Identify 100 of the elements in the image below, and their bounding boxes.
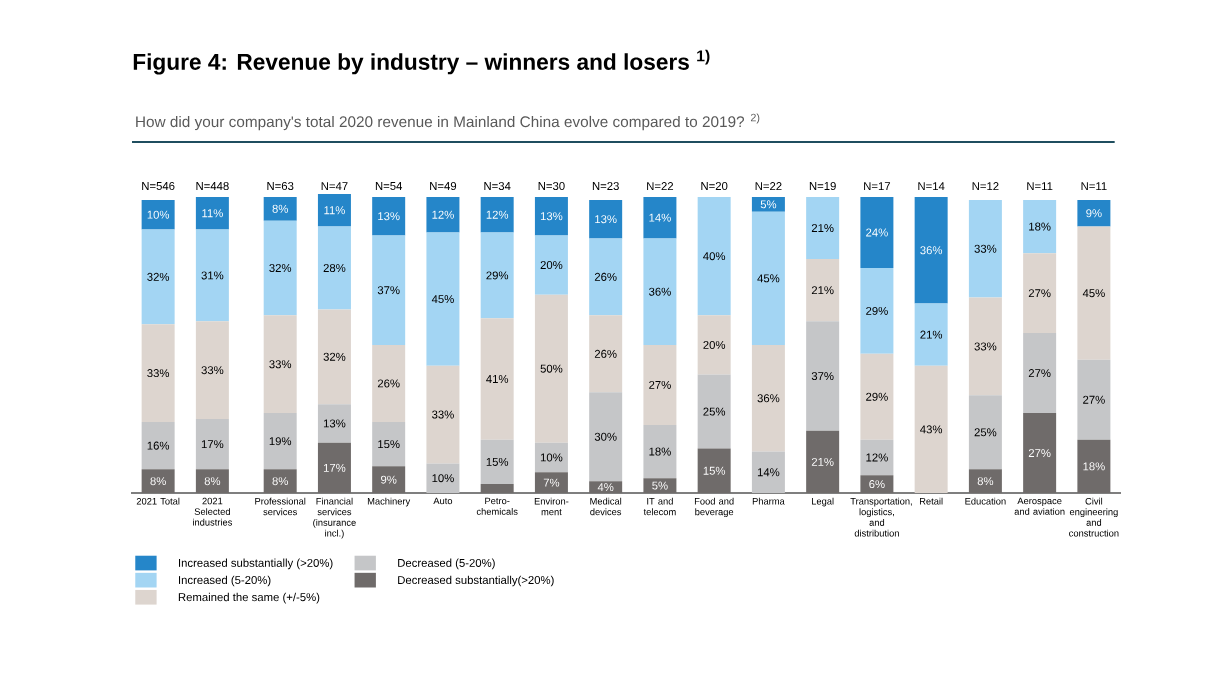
data-label: 17% [201, 440, 224, 449]
x-tick-label: Auto [433, 497, 453, 505]
x-tick-label: Legal [812, 497, 834, 507]
data-label: 33% [974, 244, 997, 253]
data-label: 29% [866, 392, 888, 401]
bar [263, 469, 297, 493]
bar [589, 481, 623, 493]
data-label: 33% [432, 410, 454, 419]
data-label: 33% [147, 369, 170, 378]
bar [1023, 333, 1057, 414]
data-label: 16% [147, 441, 170, 450]
bar [263, 413, 297, 470]
data-label: 36% [649, 287, 671, 296]
bar [317, 226, 351, 310]
bar [534, 472, 568, 493]
data-label: 27% [1028, 449, 1051, 458]
data-label: 40% [703, 252, 726, 261]
data-label: 9% [381, 475, 397, 484]
data-label: 13% [378, 212, 400, 221]
bar [534, 235, 568, 295]
data-label: 8% [204, 477, 221, 486]
data-label: 33% [269, 360, 292, 369]
x-tick-label: 2021 Total [136, 497, 180, 505]
x-tick-label: Financial services (insurance incl.) [313, 497, 356, 539]
x-tick-label: Retail [919, 497, 943, 505]
data-label: 14% [649, 213, 671, 222]
bar [480, 232, 514, 319]
data-label: 25% [703, 407, 726, 416]
bar [426, 365, 460, 464]
bar [263, 315, 297, 414]
bar [1077, 226, 1111, 360]
data-label: 32% [323, 352, 346, 361]
data-label: 21% [811, 286, 834, 295]
bar [968, 469, 1002, 493]
bar [643, 238, 677, 345]
bar [914, 196, 948, 304]
bar [426, 463, 460, 493]
x-tick-label: Medical devices [590, 497, 622, 516]
bar [968, 395, 1002, 470]
bar [914, 303, 948, 366]
data-label: 12% [432, 210, 454, 219]
data-label: 4% [597, 483, 614, 492]
data-label: 36% [920, 246, 943, 255]
annotation: N=47 [321, 182, 348, 191]
annotation: N=19 [809, 182, 836, 191]
bar [968, 199, 1002, 298]
data-label: 12% [486, 210, 509, 219]
data-label: 20% [540, 261, 563, 270]
bar [534, 196, 568, 236]
bar [263, 220, 297, 316]
data-label: 19% [269, 437, 292, 446]
data-label: 11% [324, 206, 345, 215]
bar [1077, 199, 1111, 227]
data-label: 10% [432, 474, 454, 483]
x-tick-label: Civil engineering and construction [1069, 497, 1119, 537]
bar [806, 321, 840, 431]
data-label: 14% [757, 468, 780, 477]
data-label: 8% [272, 477, 288, 486]
bar [806, 196, 840, 260]
bar [697, 374, 731, 449]
data-label: 8% [977, 477, 994, 486]
data-label: 28% [323, 263, 346, 272]
data-label: 21% [920, 330, 943, 339]
bar [806, 259, 840, 322]
bar [426, 232, 460, 366]
data-label: 33% [974, 342, 997, 351]
annotation: N=11 [1081, 182, 1107, 191]
bar [317, 193, 351, 227]
annotation: N=20 [701, 182, 728, 191]
data-label: 10% [540, 453, 563, 462]
bar [697, 196, 731, 316]
data-label: 8% [150, 477, 166, 486]
annotation: N=11 [1027, 182, 1053, 191]
bar [860, 353, 894, 440]
data-label: 7% [543, 478, 560, 487]
x-tick-label: Petro-chemicals [476, 497, 518, 515]
data-label: 12% [866, 453, 888, 462]
data-label: 8% [272, 204, 288, 213]
data-label: 43% [920, 425, 943, 434]
bar [860, 268, 894, 354]
data-label: 36% [757, 394, 780, 403]
x-tick-label: Food and beverage [694, 497, 734, 518]
bar [751, 211, 785, 345]
bar [1077, 439, 1111, 493]
data-label: 27% [1028, 369, 1051, 378]
data-label: 45% [757, 274, 780, 283]
annotation: N=63 [267, 182, 294, 191]
data-label: 5% [760, 200, 777, 209]
data-label: 26% [594, 349, 617, 358]
data-label: 9% [1086, 209, 1102, 218]
bar [643, 478, 677, 493]
data-label: 30% [594, 432, 617, 441]
data-label: 10% [147, 210, 170, 219]
x-tick-label: Professional services [255, 497, 306, 516]
data-label: 11% [202, 209, 223, 218]
data-label: 29% [866, 306, 888, 315]
data-label: 50% [540, 364, 563, 373]
bar [860, 475, 894, 493]
data-label: 24% [866, 228, 888, 237]
bar [914, 365, 948, 493]
